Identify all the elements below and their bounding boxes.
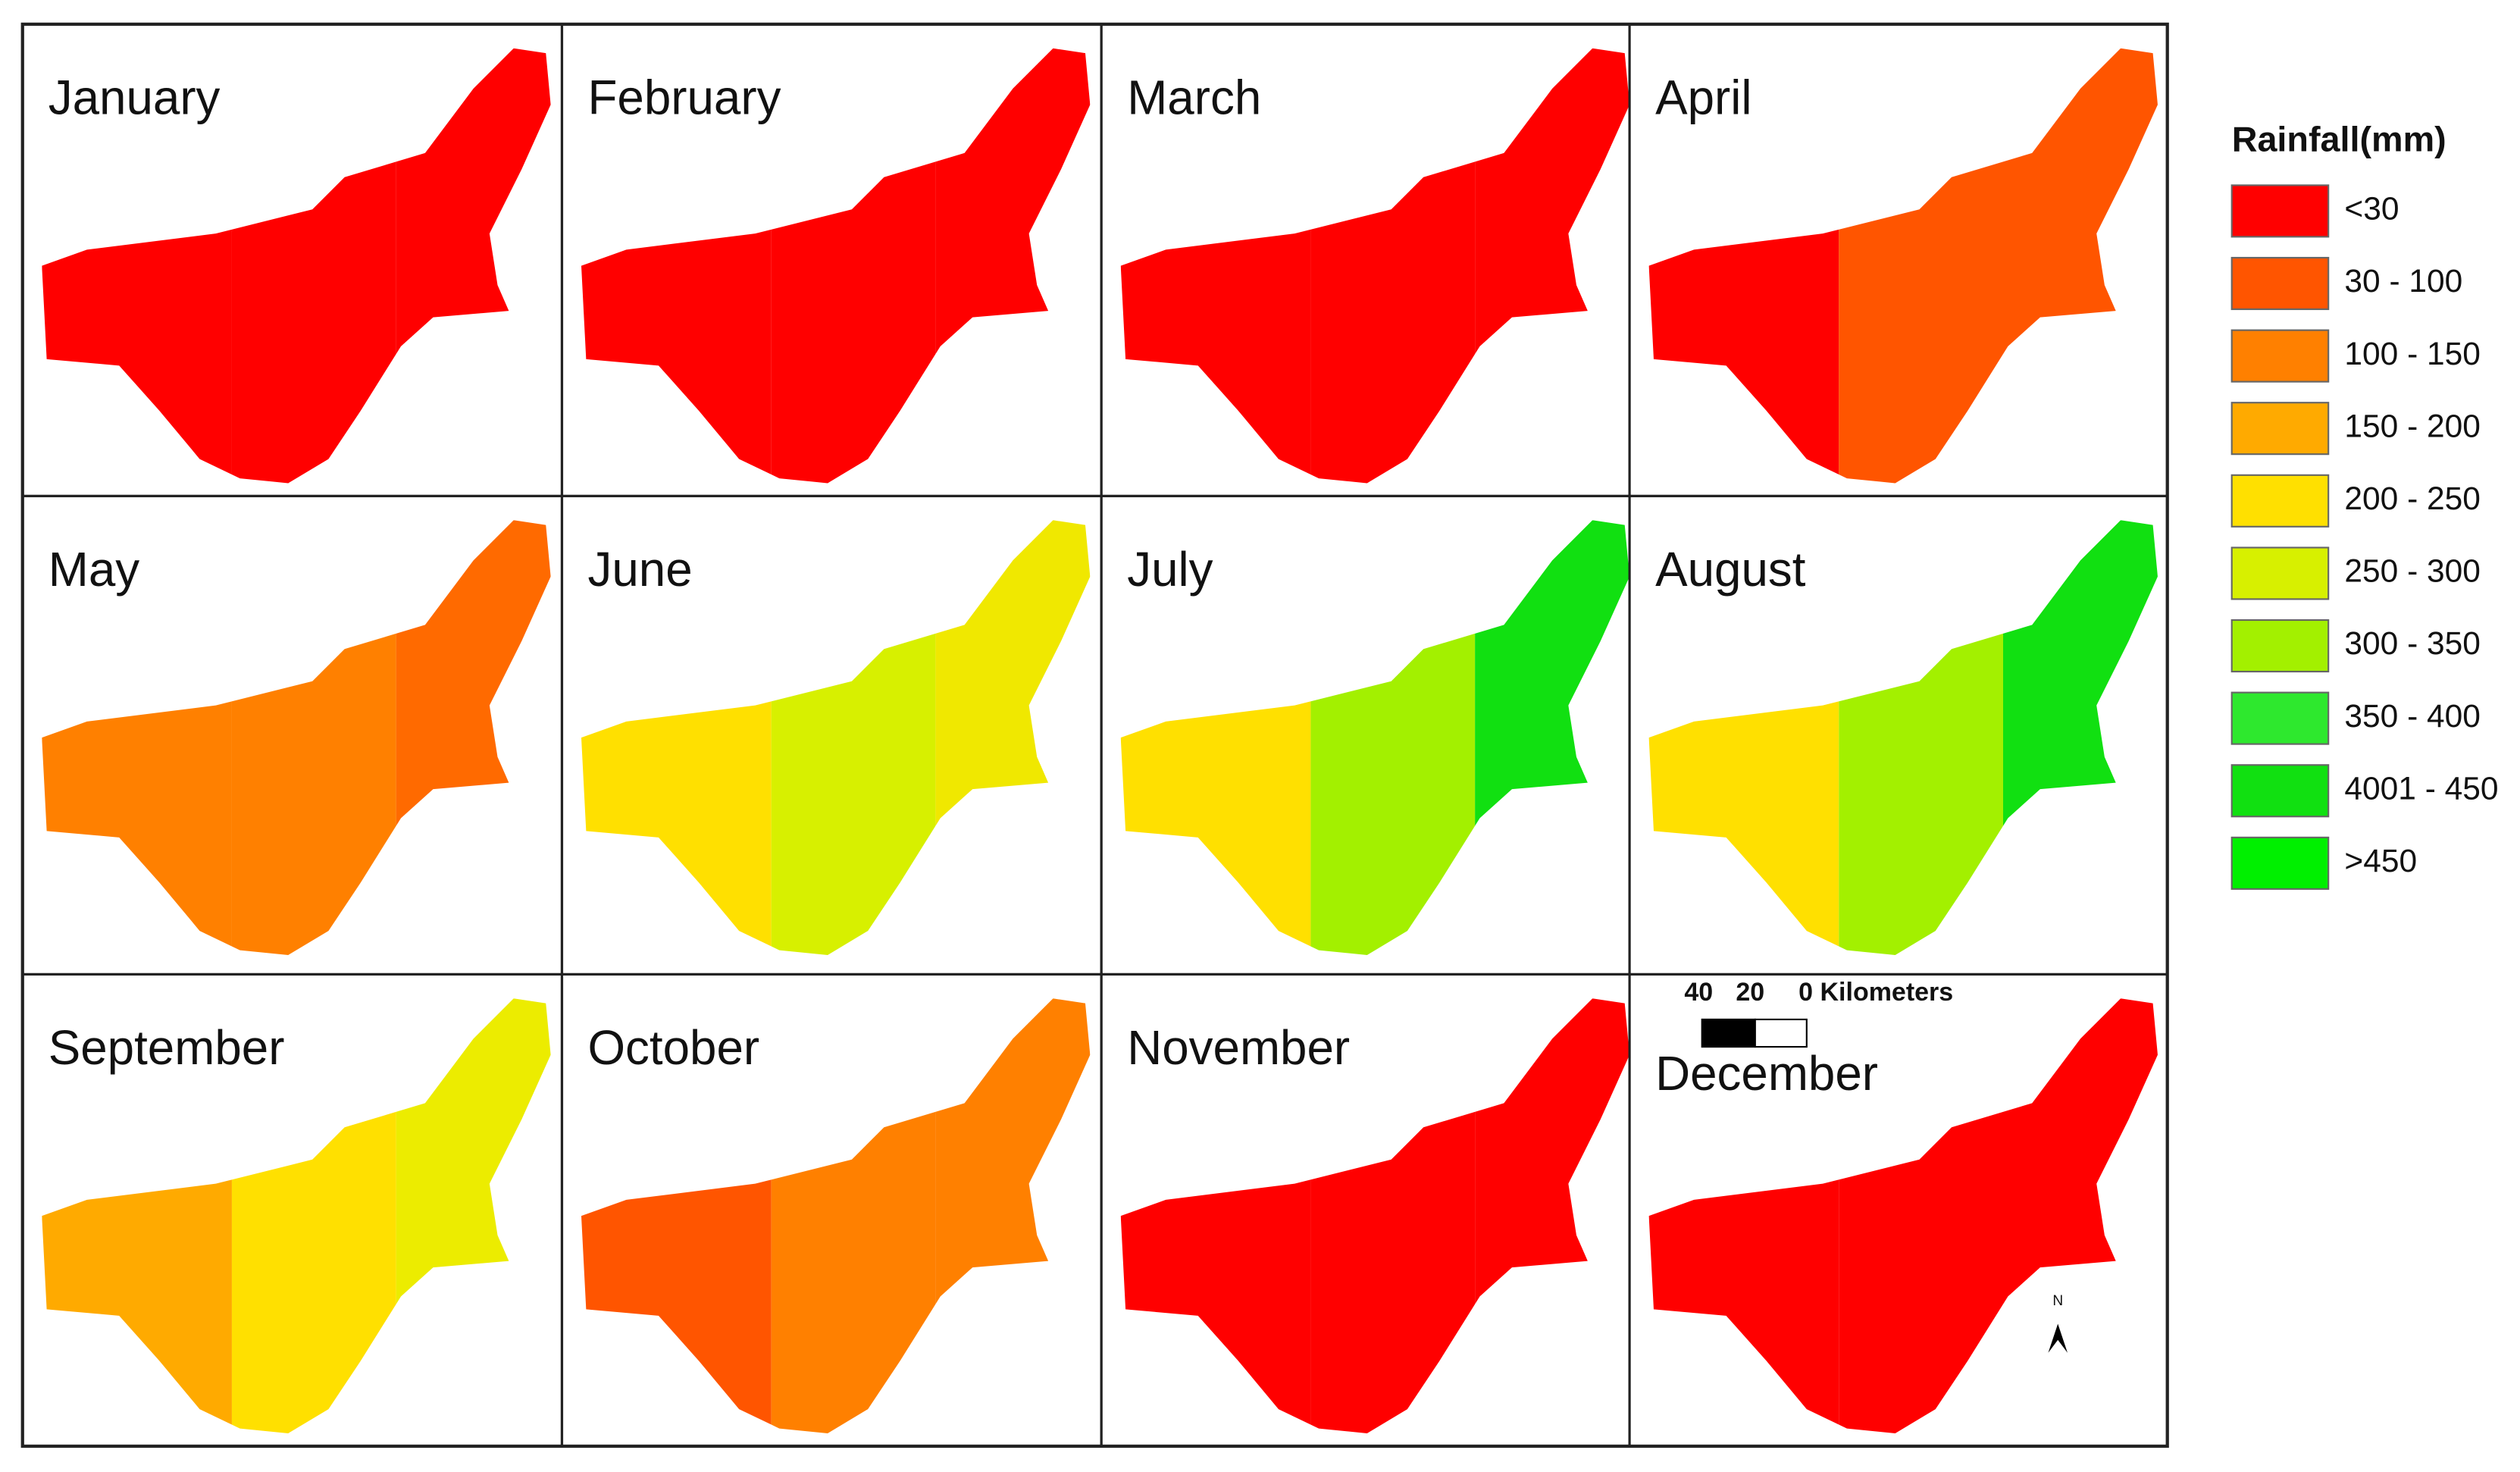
legend-label: 250 - 300: [2344, 554, 2481, 590]
legend-label: 150 - 200: [2344, 409, 2481, 444]
month-label: December: [1655, 1046, 1878, 1101]
scale-label: 20: [1736, 978, 1764, 1007]
legend-label: >450: [2344, 844, 2417, 879]
month-label: September: [49, 1020, 285, 1075]
north-arrow-shape: [2048, 1323, 2068, 1353]
legend-swatch: [2230, 329, 2330, 383]
legend-swatch: [2230, 474, 2330, 528]
month-label: May: [49, 542, 140, 597]
month-label: March: [1127, 70, 1261, 125]
legend-swatch: [2230, 402, 2330, 456]
month-label: November: [1127, 1020, 1350, 1075]
scale-bar-dark: [1701, 1018, 1756, 1048]
legend-label: 30 - 100: [2344, 264, 2462, 299]
legend-swatch: [2230, 691, 2330, 745]
grid-border: [20, 22, 2169, 1449]
legend-title: Rainfall(mm): [2232, 119, 2446, 158]
legend-label: 100 - 150: [2344, 337, 2481, 372]
legend-swatch: [2230, 764, 2330, 818]
panel-grid: January February March April May June July Augu…: [21, 23, 2169, 1448]
legend-swatch: [2230, 256, 2330, 311]
scale-label: 40: [1684, 978, 1713, 1007]
month-label: June: [587, 542, 692, 597]
legend: Rainfall(mm) <30 30 - 100 100 - 150 150 - 2…: [2230, 119, 2499, 890]
scale-bar-light: [1754, 1018, 1808, 1048]
legend-label: <30: [2344, 192, 2399, 227]
legend-swatch: [2230, 836, 2330, 890]
legend-swatch: [2230, 184, 2330, 238]
month-label: July: [1127, 542, 1213, 597]
month-label: April: [1655, 70, 1751, 125]
legend-label: 4001 - 450: [2344, 771, 2498, 806]
legend-label: 350 - 400: [2344, 699, 2481, 734]
north-arrow: N: [2048, 1293, 2068, 1353]
month-label: October: [587, 1020, 759, 1075]
legend-label: 200 - 250: [2344, 481, 2481, 517]
north-label: N: [2052, 1293, 2063, 1309]
legend-swatch: [2230, 547, 2330, 600]
month-label: February: [587, 70, 781, 125]
month-label: January: [49, 70, 221, 125]
legend-label: 300 - 350: [2344, 626, 2481, 662]
legend-swatch: [2230, 619, 2330, 673]
month-label: August: [1655, 542, 1806, 597]
scale-bar: 40 20 0 Kilometers: [1684, 978, 1953, 1048]
scale-label: 0 Kilometers: [1798, 978, 1953, 1007]
